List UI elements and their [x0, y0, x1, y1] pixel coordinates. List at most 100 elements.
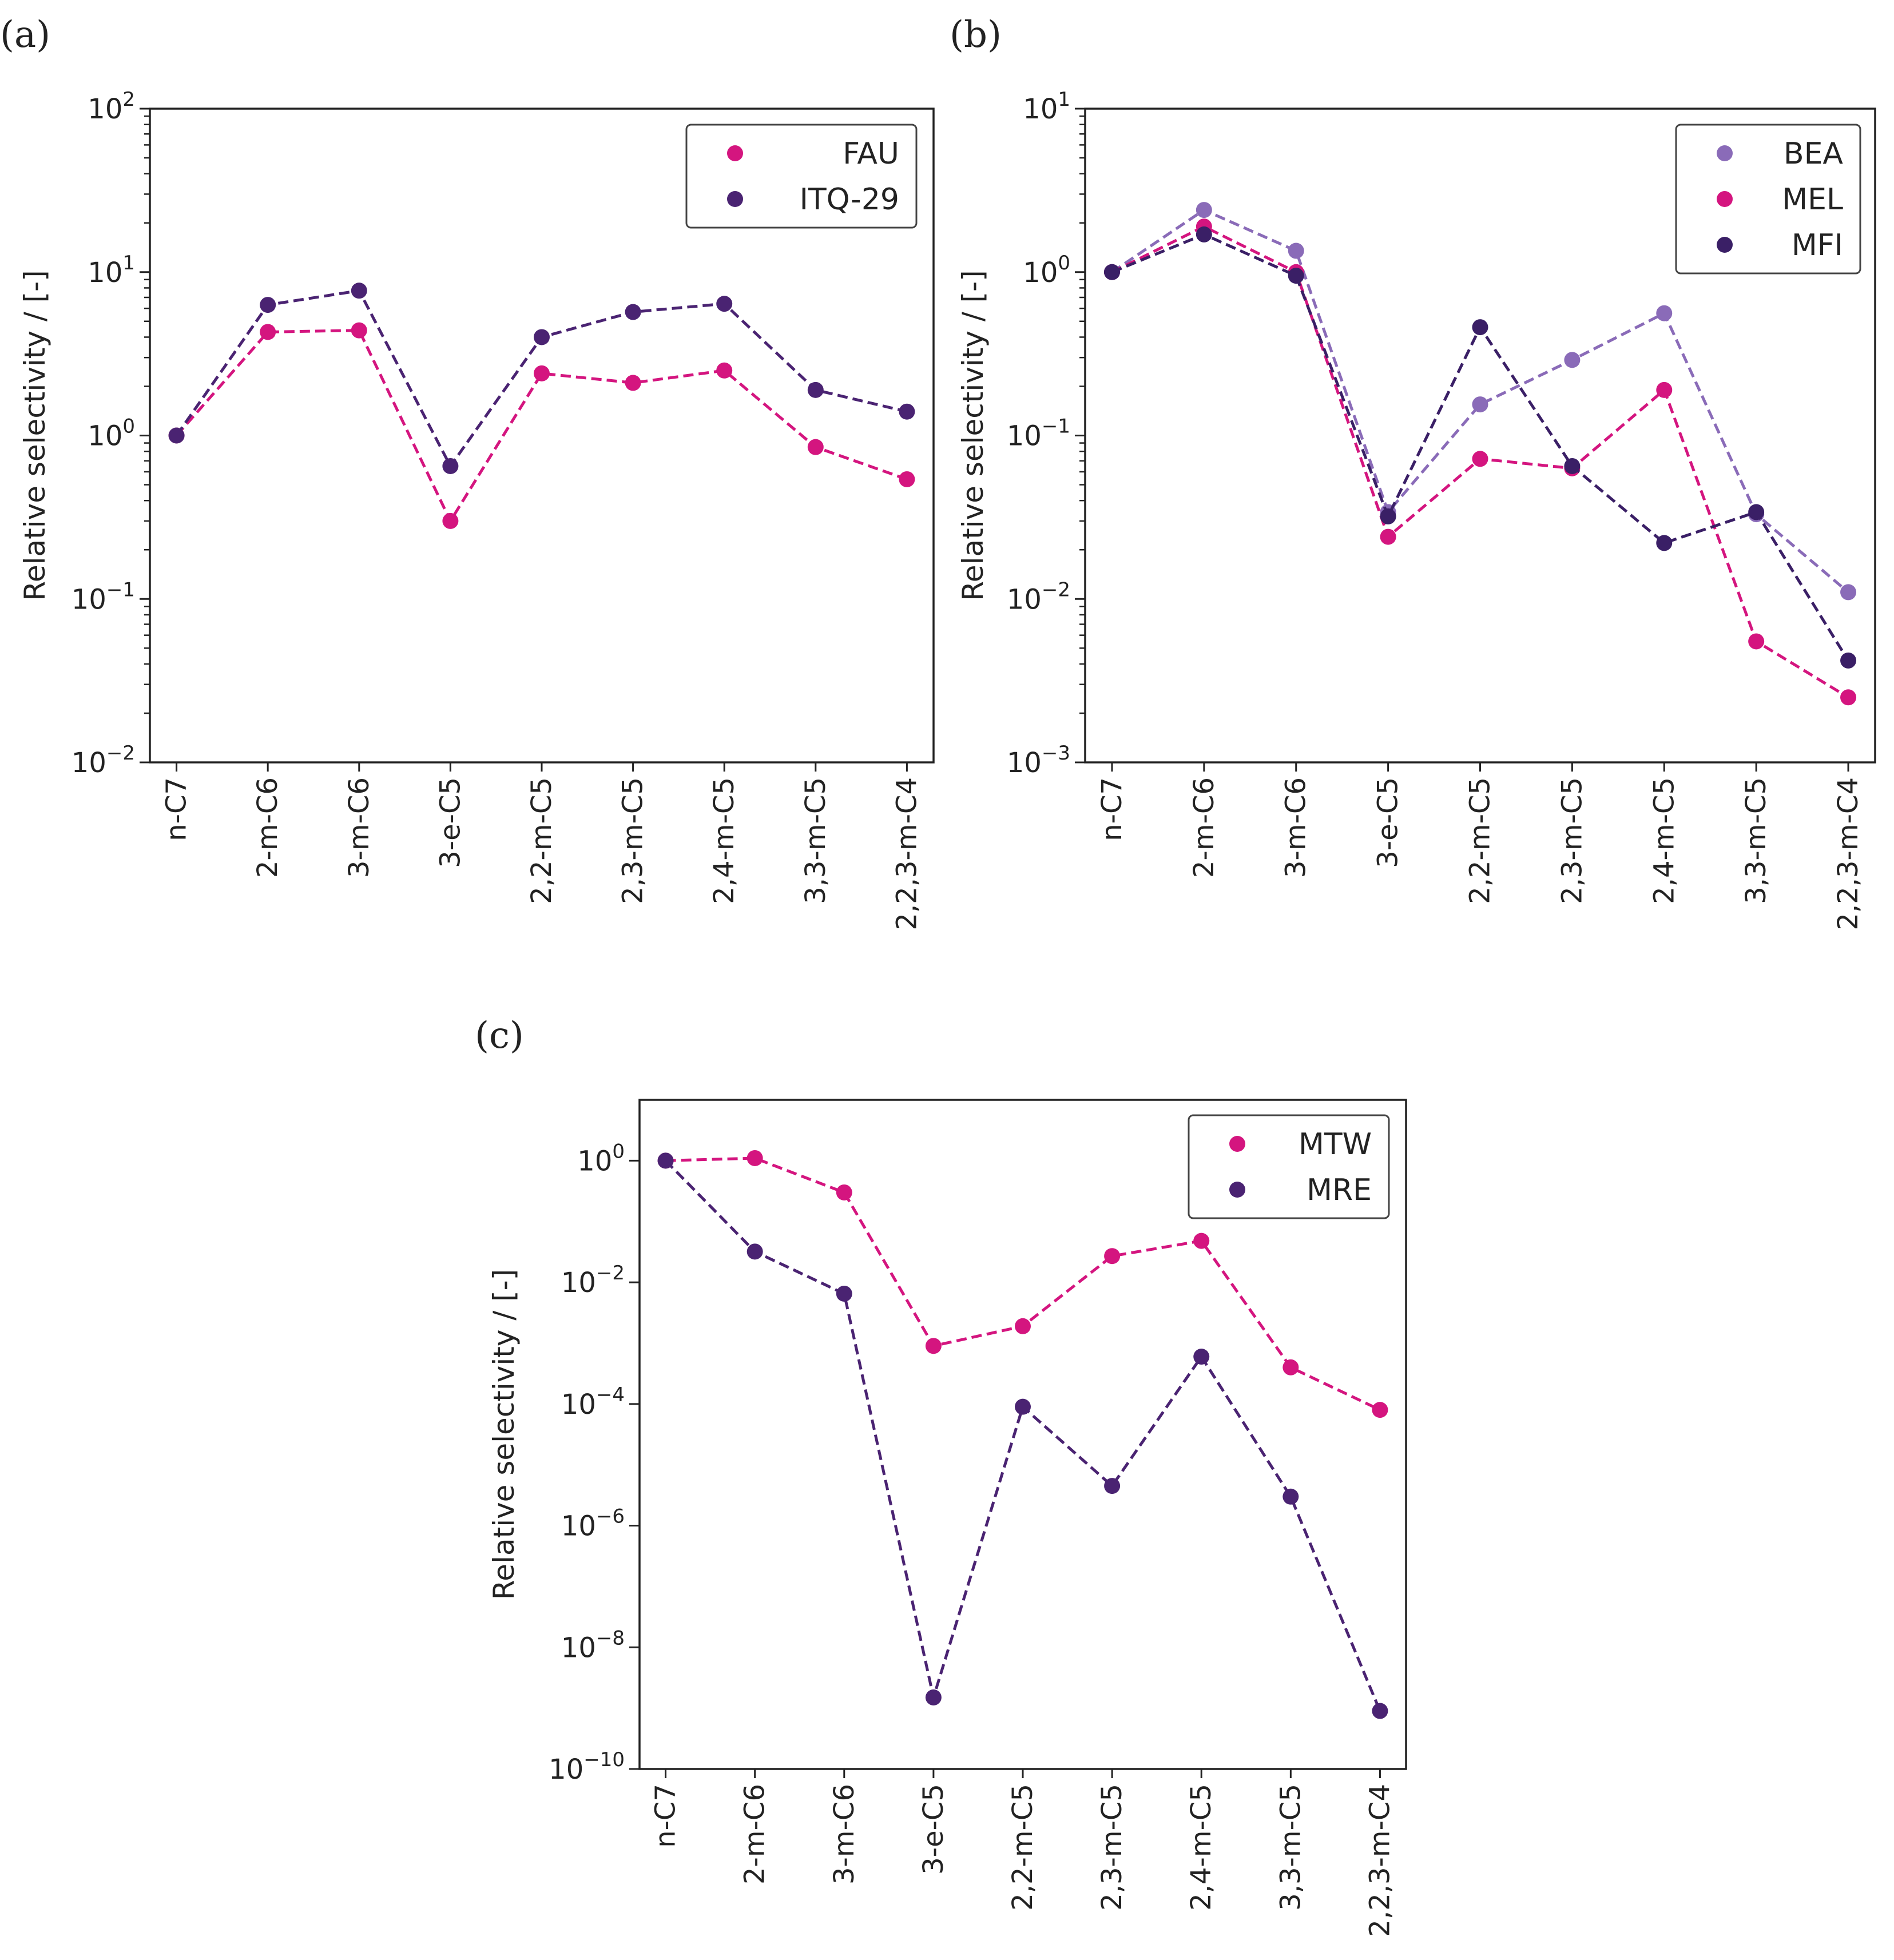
y-tick-label: 10−1: [72, 578, 135, 615]
legend-label: MFI: [1792, 228, 1843, 263]
data-point-mtw: [1193, 1233, 1210, 1249]
legend-marker: [1229, 1136, 1245, 1152]
y-tick-label: 10−10: [549, 1748, 625, 1786]
x-tick-label: 2,2-m-C5: [1464, 777, 1496, 904]
data-point-fau: [899, 471, 915, 487]
legend-marker: [1717, 191, 1733, 207]
x-tick-label: n-C7: [1096, 777, 1128, 841]
series-line-mre: [664, 1159, 1381, 1712]
y-tick-label: 101: [1023, 88, 1070, 125]
data-point-bea: [1196, 202, 1212, 218]
x-tick-label: n-C7: [650, 1784, 682, 1848]
chart-panel-1: (a) 102 101 100 10−1 10−2 Relative selectivity…: [0, 14, 935, 931]
panel-label: (b): [950, 14, 1002, 56]
x-tick-label: 3-e-C5: [434, 777, 466, 868]
y-tick-label: 100: [1023, 252, 1070, 289]
x-tick-label: 3-m-C6: [343, 777, 375, 878]
data-point-mre: [1282, 1488, 1299, 1505]
y-tick-label: 102: [88, 88, 135, 125]
axes-frame: [149, 108, 935, 764]
data-point-fau: [807, 439, 824, 455]
x-tick-label: 3-e-C5: [1372, 777, 1404, 868]
y-tick-label: 10−1: [1007, 415, 1070, 452]
data-point-mel: [1748, 633, 1765, 650]
data-point-mtw: [747, 1150, 763, 1166]
x-tick-label: n-C7: [161, 777, 193, 841]
y-axis-label: Relative selectivity / [-]: [956, 270, 990, 601]
y-tick-label: 10−3: [1007, 742, 1070, 779]
data-point-mfi: [1748, 504, 1765, 520]
x-tick-label: 3-m-C6: [828, 1784, 860, 1885]
legend-label: ITQ-29: [800, 182, 899, 217]
data-point-fau: [351, 322, 367, 339]
x-tick-label: 3-e-C5: [918, 1784, 950, 1875]
y-tick-label: 101: [88, 252, 135, 289]
x-tick-label: 3,3-m-C5: [1740, 777, 1772, 904]
legend: MTW MRE: [1188, 1114, 1390, 1219]
data-point-mre: [1193, 1349, 1210, 1365]
y-tick-label: 100: [88, 415, 135, 452]
series-line-bea: [1111, 208, 1849, 594]
data-point-bea: [1472, 396, 1488, 413]
x-tick-label: 3-m-C6: [1280, 777, 1312, 878]
data-point-itq-29: [807, 381, 824, 398]
data-point-mfi: [1840, 652, 1857, 669]
chart-panel-3: (c) 100 10−2 10−4 10−6 10−8 10−10 Relative sele…: [475, 1015, 1407, 1937]
data-point-bea: [1840, 584, 1857, 601]
chart-panel-2: (b) 101 100 10−1 10−2 10−3 Relative selectivit…: [950, 14, 1876, 931]
data-point-mel: [1472, 451, 1488, 467]
data-point-bea: [1564, 352, 1581, 368]
y-tick-label: 10−8: [561, 1627, 625, 1664]
data-point-itq-29: [534, 329, 550, 345]
x-tick-label: 2,3-m-C5: [1096, 1784, 1128, 1911]
legend-frame: [685, 124, 918, 229]
x-tick-label: 2,4-m-C5: [1648, 777, 1680, 904]
legend-label: MRE: [1307, 1173, 1372, 1207]
data-point-mfi: [1472, 319, 1488, 336]
data-point-mel: [1656, 381, 1673, 398]
series-line-mfi: [1111, 233, 1850, 662]
legend: BEA MEL MFI: [1675, 124, 1861, 275]
legend-marker: [1717, 237, 1733, 253]
data-point-fau: [534, 365, 550, 381]
x-tick-label: 2,4-m-C5: [1185, 1784, 1217, 1911]
x-tick-label: 2,2-m-C5: [526, 777, 558, 904]
legend-marker: [1717, 145, 1733, 161]
y-tick-label: 10−2: [1007, 578, 1070, 615]
axes-frame: [1084, 108, 1876, 764]
data-point-mre: [657, 1152, 674, 1169]
legend-frame: [1675, 124, 1861, 275]
data-point-mfi: [1103, 264, 1120, 280]
y-tick-label: 10−2: [561, 1262, 625, 1299]
data-point-mtw: [1282, 1359, 1299, 1375]
data-point-fau: [442, 512, 459, 529]
x-tick-label: 2,2,3-m-C4: [1364, 1784, 1396, 1937]
data-point-mfi: [1380, 508, 1396, 524]
data-point-mel: [1840, 689, 1857, 706]
data-point-mre: [1104, 1478, 1121, 1494]
axes-frame: [638, 1099, 1407, 1770]
x-tick-label: 2,2,3-m-C4: [1832, 777, 1864, 931]
x-tick-label: 2-m-C6: [1188, 777, 1220, 878]
y-tick-label: 100: [577, 1140, 625, 1177]
x-tick-label: 3,3-m-C5: [800, 777, 832, 904]
data-point-itq-29: [168, 427, 185, 444]
y-axis-label: Relative selectivity / [-]: [487, 1269, 521, 1600]
data-point-mfi: [1564, 458, 1581, 474]
legend: FAU ITQ-29: [685, 124, 918, 229]
data-point-mel: [1380, 528, 1396, 545]
legend-label: FAU: [843, 137, 899, 171]
data-point-mtw: [1015, 1318, 1031, 1334]
data-point-itq-29: [625, 304, 641, 320]
y-tick-label: 10−2: [72, 742, 135, 779]
x-tick-label: 2,3-m-C5: [1556, 777, 1588, 904]
data-point-fau: [260, 324, 276, 340]
x-tick-label: 2,4-m-C5: [708, 777, 740, 904]
legend-marker: [727, 191, 743, 207]
data-point-mtw: [1104, 1248, 1121, 1265]
x-tick-label: 2,2,3-m-C4: [891, 777, 923, 931]
series-line-fau: [175, 329, 908, 524]
data-point-mre: [836, 1285, 852, 1302]
legend-label: MTW: [1299, 1127, 1372, 1162]
